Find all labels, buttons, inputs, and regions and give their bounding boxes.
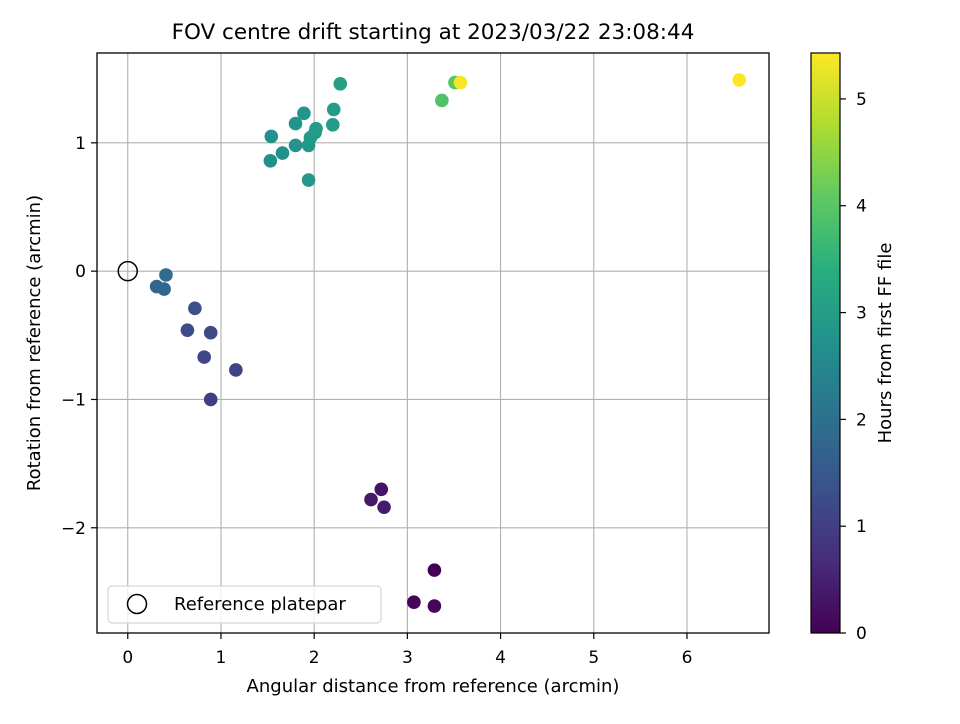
x-tick-label: 2 [309, 648, 320, 668]
colorbar-tick-label: 1 [856, 517, 867, 537]
drift-point [326, 102, 341, 117]
drift-point [326, 118, 340, 132]
colorbar-tick-label: 2 [856, 410, 867, 430]
y-tick-label: 0 [75, 262, 86, 282]
y-axis-label: Rotation from reference (arcmin) [24, 195, 45, 491]
colorbar-tick-label: 0 [856, 624, 867, 644]
drift-point [374, 482, 389, 497]
x-tick-label: 0 [122, 648, 133, 668]
drift-point [157, 282, 171, 296]
drift-point [203, 325, 218, 340]
drift-point [264, 129, 279, 144]
drift-point [407, 595, 421, 610]
y-axis-ticks: −2 −1 0 1 [61, 134, 97, 539]
x-tick-label: 6 [682, 648, 693, 668]
drift-point [309, 121, 323, 136]
colorbar-gradient [811, 53, 840, 633]
drift-point [180, 323, 195, 337]
colorbar-tick-label: 4 [856, 197, 867, 217]
reference-layer [117, 260, 139, 282]
drift-point [732, 73, 746, 87]
y-tick-label: −1 [61, 390, 86, 410]
x-tick-label: 5 [588, 648, 599, 668]
grid [97, 53, 769, 633]
drift-point [301, 173, 316, 187]
chart-title: FOV centre drift starting at 2023/03/22 … [172, 20, 695, 45]
drift-point [263, 153, 278, 168]
plot-frame [96, 52, 770, 634]
legend-reference-marker [126, 593, 148, 615]
legend-reference-label: Reference platepar [174, 594, 346, 615]
drift-point [364, 492, 378, 507]
drift-point [203, 392, 218, 407]
x-tick-label: 1 [216, 648, 227, 668]
reference-marker [117, 260, 139, 282]
drift-point [288, 138, 303, 153]
legend: Reference platepar [107, 585, 382, 624]
drift-point [453, 75, 468, 90]
drift-point [229, 363, 243, 377]
drift-point [159, 268, 173, 282]
drift-point [427, 563, 442, 577]
drift-point [333, 76, 348, 91]
x-axis-ticks: 0 1 2 3 4 5 6 [122, 633, 692, 668]
drift-point [197, 350, 211, 364]
drift-point [275, 146, 290, 160]
drift-point [427, 599, 442, 613]
y-tick-label: 1 [75, 134, 86, 154]
colorbar-label: Hours from first FF file [875, 243, 896, 444]
colorbar-ticks: 0 1 2 3 4 5 [840, 90, 867, 644]
x-tick-label: 4 [495, 648, 506, 668]
drift-point [188, 301, 202, 316]
x-tick-label: 3 [402, 648, 413, 668]
colorbar-tick-label: 5 [856, 90, 867, 110]
drift-point [435, 93, 449, 108]
colorbar-frame [810, 52, 841, 634]
legend-box [107, 585, 382, 624]
data-points [149, 73, 746, 613]
colorbar-tick-label: 3 [856, 304, 867, 324]
drift-point [377, 500, 391, 515]
drift-point [297, 106, 311, 121]
y-tick-label: −2 [61, 519, 86, 539]
x-axis-label: Angular distance from reference (arcmin) [247, 676, 620, 697]
colorbar: 0 1 2 3 4 5 Hours from first FF file [810, 52, 896, 644]
drift-point [288, 116, 303, 131]
